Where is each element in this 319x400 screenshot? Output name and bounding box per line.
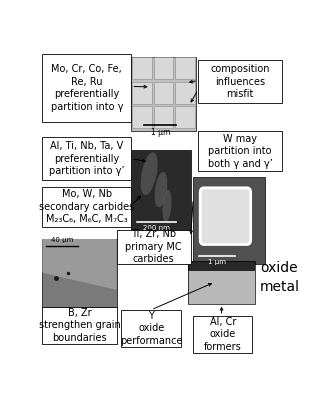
Text: 40 μm: 40 μm xyxy=(51,237,73,243)
Text: oxide: oxide xyxy=(260,261,298,275)
Ellipse shape xyxy=(155,172,167,208)
Bar xyxy=(193,316,253,353)
Bar xyxy=(122,310,181,347)
Text: Y
oxide
performance: Y oxide performance xyxy=(120,311,182,346)
Polygon shape xyxy=(42,239,116,290)
Text: 1 μm: 1 μm xyxy=(151,128,170,137)
Bar xyxy=(42,186,131,227)
Ellipse shape xyxy=(162,190,172,222)
Bar xyxy=(42,239,116,307)
Bar xyxy=(132,82,152,104)
Bar xyxy=(132,106,152,128)
Text: composition
influences
misfit: composition influences misfit xyxy=(210,64,270,99)
Bar xyxy=(131,150,191,230)
Bar xyxy=(132,57,152,79)
Text: Al, Cr
oxide
formers: Al, Cr oxide formers xyxy=(204,317,242,352)
Bar xyxy=(188,271,255,304)
Bar xyxy=(131,57,196,131)
Text: Mo, W, Nb
secondary carbides
M₂₃C₆, M₆C, M₇C₃: Mo, W, Nb secondary carbides M₂₃C₆, M₆C,… xyxy=(39,189,135,224)
Text: 1 μm: 1 μm xyxy=(208,259,226,265)
Bar xyxy=(42,137,131,180)
Text: Al, Ti, Nb, Ta, V
preferentially
partition into γ’: Al, Ti, Nb, Ta, V preferentially partiti… xyxy=(49,142,125,176)
Bar xyxy=(175,106,195,128)
Ellipse shape xyxy=(141,152,158,195)
Text: W may
partition into
both γ and γ’: W may partition into both γ and γ’ xyxy=(208,134,272,168)
Bar xyxy=(175,82,195,104)
Bar xyxy=(188,260,255,304)
Bar xyxy=(116,230,191,264)
Bar xyxy=(154,82,173,104)
Bar xyxy=(188,260,255,271)
Bar xyxy=(198,131,282,171)
Text: Mo, Cr, Co, Fe,
Re, Ru
preferentially
partition into γ: Mo, Cr, Co, Fe, Re, Ru preferentially pa… xyxy=(51,64,123,112)
Text: metal: metal xyxy=(260,280,300,294)
FancyBboxPatch shape xyxy=(200,188,251,244)
Text: Ti, Zr, Nb
primary MC
carbides: Ti, Zr, Nb primary MC carbides xyxy=(125,229,182,264)
Bar xyxy=(42,307,116,344)
Bar xyxy=(42,54,131,122)
Text: 200 nm: 200 nm xyxy=(143,225,170,231)
Bar xyxy=(175,57,195,79)
Bar xyxy=(193,177,265,264)
Bar xyxy=(198,60,282,104)
Bar xyxy=(154,106,173,128)
Bar xyxy=(154,57,173,79)
Text: B, Zr
strengthen grain
boundaries: B, Zr strengthen grain boundaries xyxy=(39,308,120,342)
